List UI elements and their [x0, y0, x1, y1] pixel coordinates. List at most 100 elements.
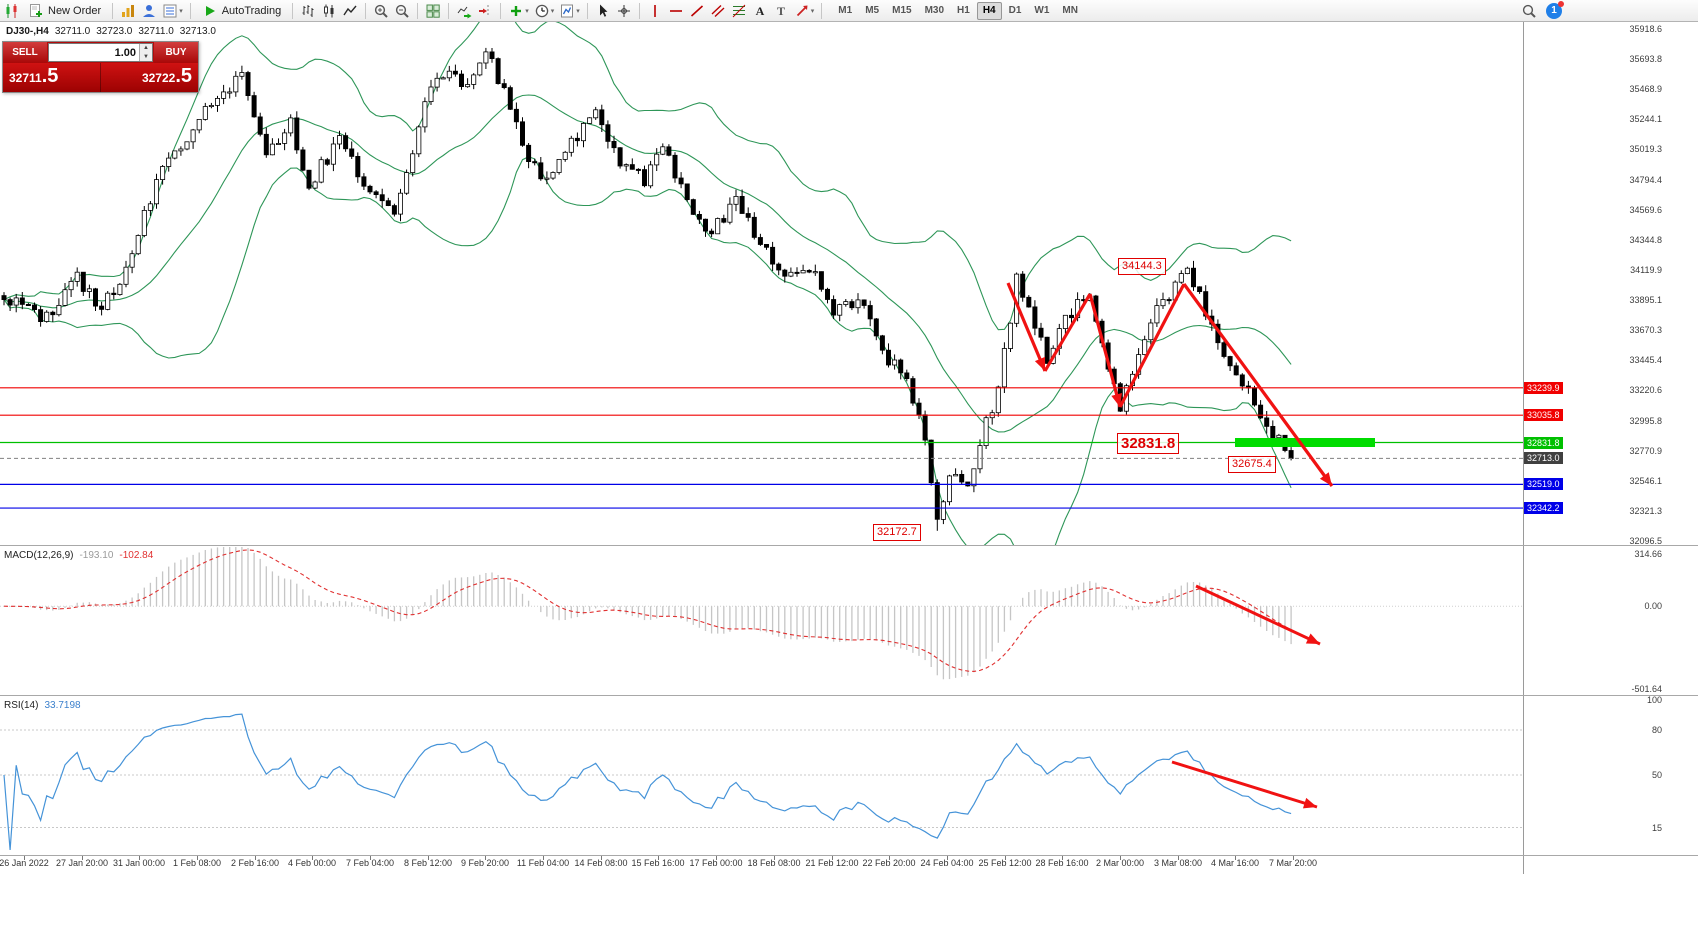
notifications-badge[interactable]: 1 — [1546, 0, 1564, 19]
timeframe-m5[interactable]: M5 — [865, 5, 880, 16]
price-axis-label: 35693.8 — [1629, 54, 1662, 64]
new-chart-icon — [122, 4, 135, 17]
time-axis-label: 1 Feb 08:00 — [172, 858, 222, 868]
new-order-button[interactable]: New Order — [23, 1, 106, 20]
line-chart-button[interactable] — [341, 2, 359, 20]
svg-text:A: A — [755, 4, 764, 18]
time-axis-label: 25 Feb 12:00 — [978, 858, 1032, 868]
rsi-panel-splitter[interactable] — [0, 695, 1698, 696]
chart-shift-button[interactable] — [476, 2, 494, 20]
zoom-in-button[interactable] — [372, 2, 390, 20]
time-axis-tick — [658, 856, 659, 860]
arrows-button[interactable]: ▾ — [793, 2, 816, 20]
autotrading-label: AutoTrading — [221, 4, 282, 17]
toolbar-separator — [586, 2, 588, 19]
volume-spinner[interactable]: ▲ ▼ — [139, 44, 152, 61]
candlestick-button[interactable] — [320, 2, 338, 20]
timeframe-m15[interactable]: M15 — [892, 5, 912, 16]
timeframe-m1[interactable]: M1 — [838, 5, 853, 16]
horizontal-line-button[interactable] — [667, 2, 685, 20]
price-axis-label: 35918.6 — [1629, 24, 1662, 34]
macd-axis-label: -501.64 — [1631, 684, 1662, 694]
timeframe-h1[interactable]: H1 — [957, 5, 970, 16]
indicators-button[interactable]: ▾ — [507, 2, 530, 20]
toolbar-separator — [638, 2, 640, 19]
price-axis-label: 32995.8 — [1629, 416, 1662, 426]
rsi-canvas[interactable] — [0, 697, 1523, 855]
timeframe-m30[interactable]: M30 — [924, 5, 945, 16]
spinner-down-icon[interactable]: ▼ — [140, 52, 152, 61]
time-axis-tick — [485, 856, 486, 860]
vertical-line-button[interactable] — [646, 2, 664, 20]
macd-panel-splitter[interactable] — [0, 545, 1698, 546]
trendline-button[interactable] — [688, 2, 706, 20]
time-axis-tick — [197, 856, 198, 860]
time-axis-label: 28 Feb 16:00 — [1035, 858, 1089, 868]
sell-price-button[interactable]: 32711.5 — [3, 63, 100, 92]
candlestick-icon — [324, 4, 334, 17]
price-annotation[interactable]: 32675.4 — [1228, 456, 1276, 473]
profiles-button[interactable] — [140, 2, 158, 20]
price-axis-border[interactable] — [1523, 22, 1524, 874]
tile-windows-button[interactable] — [424, 2, 442, 20]
time-axis-tick — [1120, 856, 1121, 860]
timeframe-w1[interactable]: W1 — [1034, 5, 1050, 16]
periods-icon — [535, 4, 548, 17]
auto-scroll-icon — [457, 6, 472, 18]
time-axis-tick — [832, 856, 833, 860]
price-axis-label: 33445.4 — [1629, 355, 1662, 365]
timeframe-mn[interactable]: MN — [1062, 5, 1078, 16]
buy-price-button[interactable]: 32722.5 — [101, 63, 198, 92]
tile-windows-icon — [426, 4, 440, 18]
dropdown-caret: ▾ — [525, 7, 529, 15]
sell-button[interactable]: SELL — [3, 42, 47, 63]
volume-input[interactable]: 1.00 ▲ ▼ — [48, 43, 153, 62]
profiles-icon — [143, 4, 156, 17]
time-axis-tick — [255, 856, 256, 860]
autotrading-button[interactable]: AutoTrading — [197, 1, 287, 20]
timeframe-h4[interactable]: H4 — [976, 1, 1002, 20]
price-axis-label: 35019.3 — [1629, 144, 1662, 154]
bar-chart-button[interactable] — [299, 2, 317, 20]
price-annotation[interactable]: 32831.8 — [1117, 433, 1180, 454]
fibonacci-icon — [732, 4, 746, 17]
crosshair-button[interactable] — [615, 2, 633, 20]
channel-button[interactable] — [709, 2, 727, 20]
zoom-out-icon — [396, 4, 409, 18]
new-chart-button[interactable] — [119, 2, 137, 20]
price-chart-canvas[interactable] — [0, 22, 1523, 545]
search-button[interactable] — [1520, 2, 1538, 20]
templates-button[interactable]: ▾ — [558, 2, 581, 20]
chart-ohlc-header: DJ30-,H4 32711.0 32723.0 32711.0 32713.0 — [6, 26, 222, 37]
time-axis-tick — [428, 856, 429, 860]
market-watch-button[interactable]: ▾ — [161, 2, 184, 20]
dropdown-caret: ▾ — [550, 7, 555, 15]
zoom-out-button[interactable] — [393, 2, 411, 20]
label-button[interactable]: T — [772, 2, 790, 20]
macd-signal-value: -102.84 — [119, 550, 154, 561]
time-axis-label: 11 Feb 04:00 — [516, 858, 570, 868]
cursor-button[interactable] — [594, 2, 612, 20]
text-button[interactable]: A — [751, 2, 769, 20]
rsi-header: RSI(14) 33.7198 — [4, 700, 87, 711]
spinner-up-icon[interactable]: ▲ — [140, 44, 152, 53]
new-order-icon — [30, 3, 42, 17]
price-annotation[interactable]: 34144.3 — [1118, 258, 1166, 275]
fibonacci-button[interactable] — [730, 2, 748, 20]
periods-button[interactable]: ▾ — [533, 2, 556, 20]
time-axis-label: 27 Jan 20:00 — [55, 858, 109, 868]
time-axis-tick — [139, 856, 140, 860]
price-line-tag: 33239.9 — [1524, 382, 1563, 394]
time-axis-tick — [1005, 856, 1006, 860]
auto-scroll-button[interactable] — [455, 2, 473, 20]
chart-shift-icon — [479, 4, 489, 17]
time-axis-label: 2 Mar 00:00 — [1095, 858, 1145, 868]
new-order-label: New Order — [48, 4, 102, 17]
timeframe-d1[interactable]: D1 — [1008, 5, 1022, 16]
macd-canvas[interactable] — [0, 547, 1523, 695]
time-axis-label: 17 Feb 00:00 — [689, 858, 743, 868]
vertical-line-icon — [653, 4, 656, 17]
price-annotation[interactable]: 32172.7 — [873, 524, 921, 541]
market-watch-icon — [163, 4, 177, 17]
buy-button[interactable]: BUY — [154, 42, 198, 63]
